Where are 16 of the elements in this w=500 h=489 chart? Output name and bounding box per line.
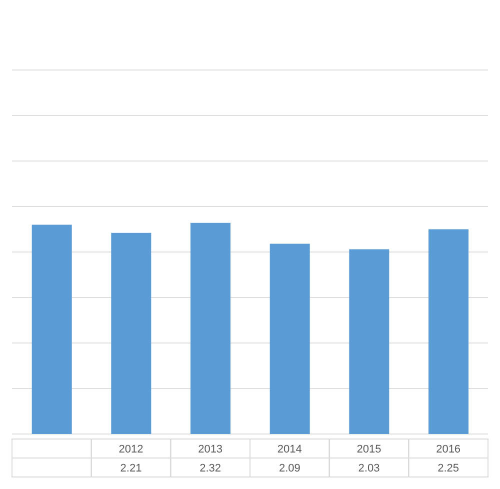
x-tick-label: 2016	[436, 443, 461, 456]
data-label: 2.21	[120, 462, 142, 474]
bar	[111, 232, 152, 434]
x-tick-label: 2014	[277, 443, 302, 456]
data-label: 2.25	[438, 462, 460, 474]
data-label: 2.03	[358, 462, 380, 474]
data-label: 2.09	[278, 462, 300, 474]
data-label: 2.32	[200, 462, 222, 474]
x-tick-label: 2015	[356, 443, 382, 456]
bar	[428, 229, 468, 434]
bar	[349, 249, 390, 434]
x-tick-label: 2013	[198, 443, 223, 456]
bar	[32, 224, 72, 434]
x-tick-label: 2012	[118, 443, 144, 456]
bar	[270, 244, 310, 434]
bar	[190, 222, 230, 434]
